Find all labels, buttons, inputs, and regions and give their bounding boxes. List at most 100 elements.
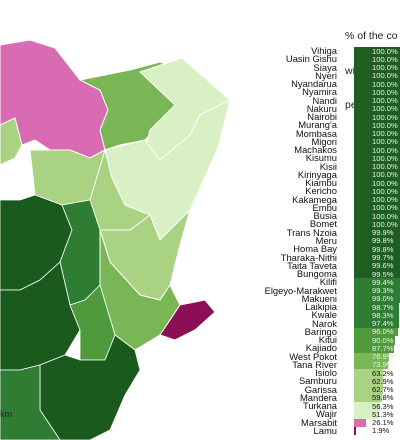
bar-migori	[354, 137, 400, 147]
bar-kwale	[354, 311, 400, 320]
bar-value-label: 98.7%	[372, 302, 394, 312]
county-label: Taita Taveta	[287, 259, 337, 271]
county-label: Kitui	[318, 334, 337, 346]
bar-bungoma	[354, 270, 400, 279]
bar-machakos	[354, 146, 400, 155]
bar-value-label: 99.6%	[372, 261, 394, 271]
bar-kitui	[354, 336, 396, 345]
bar-value-label: 96.0%	[372, 327, 394, 337]
bar-trans-nzoia	[354, 228, 400, 238]
bar-value-label: 76.9%	[372, 352, 394, 362]
bar-value-label: 97.4%	[372, 319, 394, 329]
bar-value-label: 73.9%	[372, 360, 394, 370]
county-label: Migori	[311, 135, 337, 147]
bar-narok	[354, 319, 399, 329]
bar-wajir	[354, 410, 378, 419]
bar-isiolo	[354, 369, 384, 378]
county-label: Kwale	[311, 309, 337, 321]
county-label: Kiambu	[305, 177, 337, 189]
legend-title-line-1: % of the co	[345, 30, 398, 42]
bar-value-label: 56.3%	[372, 401, 394, 411]
bar-value-label: 99.8%	[372, 244, 394, 254]
county-label: Nandi	[312, 94, 338, 106]
county-label: Kisii	[319, 160, 337, 172]
bar-kakamega	[354, 195, 400, 205]
bar-value-label: 63.2%	[372, 368, 394, 378]
map-region-coast-south	[39, 334, 141, 440]
county-label: Garissa	[304, 383, 337, 395]
county-label: Machakos	[294, 144, 337, 156]
bar-bomet	[354, 220, 400, 229]
bar-value-label: 100.0%	[372, 129, 398, 139]
county-label: Uasin Gishu	[285, 53, 337, 65]
bar-value-label: 51.3%	[372, 409, 394, 419]
legend-title: % of the co within 2 hou permanent	[345, 8, 400, 123]
bar-homa-bay	[354, 245, 400, 254]
bar-value-label: 99.8%	[372, 236, 394, 246]
county-label: Kirinyaga	[297, 168, 337, 180]
county-label: Bomet	[309, 218, 337, 230]
bar-value-label: 99.3%	[372, 286, 394, 296]
county-label: Turkana	[302, 400, 337, 412]
county-label: West Pokot	[289, 350, 337, 362]
bar-marsabit	[354, 418, 366, 428]
county-label: Kakamega	[292, 193, 337, 205]
bar-mombasa	[354, 129, 400, 139]
bar-value-label: 99.9%	[372, 228, 394, 238]
county-label: Mombasa	[295, 127, 337, 139]
county-label: Makueni	[301, 292, 337, 304]
bar-value-label: 99.0%	[372, 294, 394, 304]
county-label: Trans Nzoia	[286, 226, 337, 238]
bar-value-label: 99.7%	[372, 253, 394, 262]
bar-tana-river	[354, 360, 388, 370]
county-label: Laikipia	[305, 301, 337, 313]
bar-value-label: 100.0%	[372, 219, 398, 229]
county-label: Vihiga	[311, 45, 337, 56]
bar-value-label: 99.4%	[372, 277, 394, 287]
bar-value-label: 100.0%	[372, 145, 398, 155]
bar-busia	[354, 212, 400, 221]
bar-samburu	[354, 377, 383, 386]
bar-value-label: 100.0%	[372, 137, 398, 147]
bar-west-pokot	[354, 352, 390, 362]
county-label: Tharaka-Nithi	[280, 251, 337, 263]
bar-kericho	[354, 187, 400, 196]
bar-value-label: 100.0%	[372, 170, 398, 180]
county-label: Nyamira	[302, 86, 337, 98]
bar-taita-taveta	[354, 261, 400, 271]
bar-value-label: 100.0%	[372, 195, 398, 205]
bar-garissa	[354, 385, 383, 395]
bar-value-label: 62.7%	[372, 385, 394, 395]
bar-mandera	[354, 393, 382, 403]
bar-value-label: 100.0%	[372, 211, 398, 221]
bar-meru	[354, 236, 400, 246]
county-label: Meru	[315, 234, 337, 246]
county-label: Homa Bay	[293, 243, 337, 255]
bar-value-label: 98.3%	[372, 310, 394, 320]
county-label: Elgeyo-Marakwet	[264, 284, 337, 296]
bar-value-label: 100.0%	[372, 203, 398, 213]
bar-kirinyaga	[354, 170, 400, 180]
county-label: Wajir	[315, 408, 337, 420]
map-region-west-upper	[0, 117, 23, 166]
bar-kiambu	[354, 179, 400, 188]
county-label: Nakuru	[306, 102, 337, 114]
county-label: Marsabit	[301, 416, 337, 428]
county-label: Kajiado	[305, 342, 337, 354]
county-label: Lamu	[313, 424, 337, 436]
county-label: Kisumu	[305, 152, 337, 164]
bar-embu	[354, 203, 400, 213]
bar-value-label: 100.0%	[372, 186, 398, 196]
bar-value-label: 90.0%	[372, 335, 394, 345]
county-label: Siaya	[313, 61, 337, 73]
county-label: Narok	[311, 317, 337, 329]
bar-kisumu	[354, 154, 400, 163]
bar-value-label: 26.1%	[372, 418, 394, 428]
county-choropleth-map	[0, 39, 231, 440]
county-label: Busia	[313, 210, 337, 222]
county-label: Bungoma	[296, 268, 337, 280]
bar-value-label: 59.8%	[372, 393, 394, 403]
county-label: Nairobi	[307, 111, 337, 123]
county-label: Kilifi	[319, 276, 337, 288]
county-label: Nyeri	[315, 69, 337, 81]
